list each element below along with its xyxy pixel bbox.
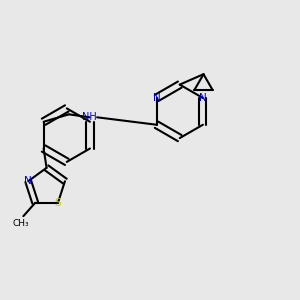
Text: NH: NH	[82, 112, 97, 122]
Text: S: S	[55, 198, 61, 208]
Text: N: N	[199, 93, 207, 103]
Text: N: N	[153, 93, 160, 103]
Text: CH₃: CH₃	[12, 219, 29, 228]
Text: N: N	[24, 176, 32, 186]
